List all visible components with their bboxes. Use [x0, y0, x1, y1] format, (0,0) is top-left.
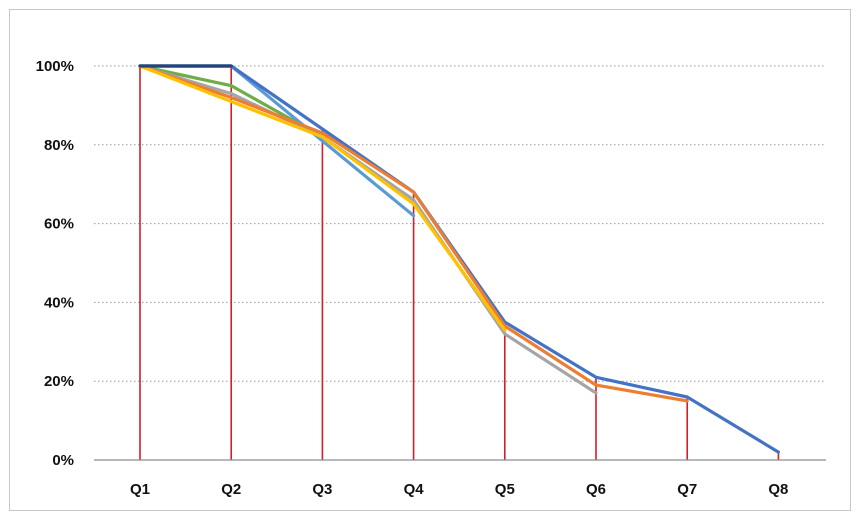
tick-labels: 0% 20% 40% 60% 80% 100% Q1 Q2 Q3 Q4 Q5 Q6 Q7 Q8: [36, 58, 789, 498]
x-tick-label: Q4: [404, 481, 425, 498]
x-tick-label: Q8: [768, 481, 788, 498]
x-tick-label: Q7: [677, 481, 697, 498]
x-tick-label: Q3: [312, 481, 332, 498]
series-line-3: [138, 64, 598, 395]
y-tick-label: 20%: [44, 373, 74, 390]
y-tick-label: 60%: [44, 216, 74, 233]
series-line-1: [138, 64, 416, 218]
y-tick-label: 0%: [52, 452, 74, 469]
y-tick-label: 100%: [36, 58, 74, 75]
x-tick-label: Q1: [130, 481, 150, 498]
drop-lines: [139, 66, 780, 460]
y-tick-label: 40%: [44, 294, 74, 311]
y-tick-label: 80%: [44, 137, 74, 154]
series-line-2: [138, 64, 416, 202]
x-tick-label: Q2: [221, 481, 241, 498]
series-line-6: [138, 64, 507, 332]
x-tick-label: Q5: [495, 481, 515, 498]
series-lines: [138, 64, 781, 454]
chart-frame: [9, 9, 851, 511]
gridlines: [94, 65, 826, 382]
series-line-5: [138, 64, 689, 403]
x-tick-label: Q6: [586, 481, 606, 498]
